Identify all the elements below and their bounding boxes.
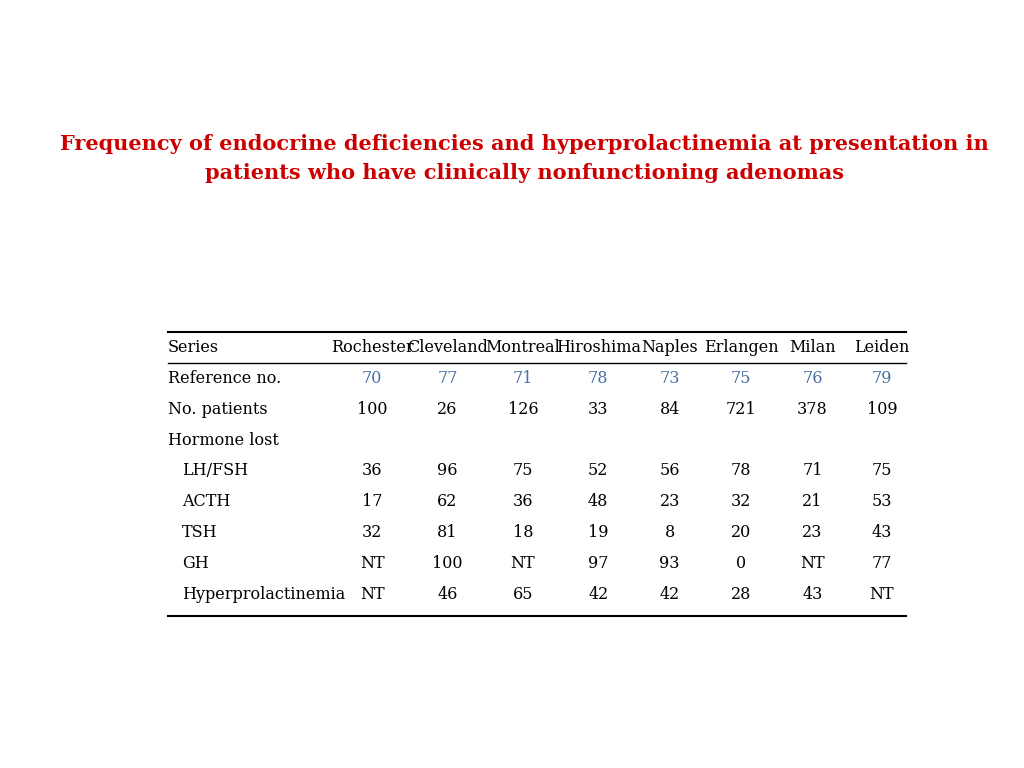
Text: 77: 77: [437, 370, 458, 387]
Text: 378: 378: [797, 401, 827, 418]
Text: 26: 26: [437, 401, 458, 418]
Text: Hyperprolactinemia: Hyperprolactinemia: [182, 586, 345, 603]
Text: NT: NT: [869, 586, 894, 603]
Text: 78: 78: [731, 462, 752, 479]
Text: 46: 46: [437, 586, 458, 603]
Text: 36: 36: [361, 462, 382, 479]
Text: 75: 75: [871, 462, 892, 479]
Text: 75: 75: [513, 462, 534, 479]
Text: 21: 21: [802, 493, 822, 511]
Text: 23: 23: [802, 525, 822, 541]
Text: Rochester: Rochester: [331, 339, 414, 356]
Text: 36: 36: [513, 493, 534, 511]
Text: 23: 23: [659, 493, 680, 511]
Text: 53: 53: [871, 493, 892, 511]
Text: 100: 100: [356, 401, 387, 418]
Text: 20: 20: [731, 525, 752, 541]
Text: 126: 126: [508, 401, 539, 418]
Text: Cleveland: Cleveland: [407, 339, 487, 356]
Text: 32: 32: [731, 493, 752, 511]
Text: 62: 62: [437, 493, 458, 511]
Text: Leiden: Leiden: [854, 339, 909, 356]
Text: Naples: Naples: [641, 339, 698, 356]
Text: Reference no.: Reference no.: [168, 370, 281, 387]
Text: 109: 109: [866, 401, 897, 418]
Text: 56: 56: [659, 462, 680, 479]
Text: 65: 65: [513, 586, 534, 603]
Text: 77: 77: [871, 555, 892, 572]
Text: 73: 73: [659, 370, 680, 387]
Text: 70: 70: [361, 370, 382, 387]
Text: 78: 78: [588, 370, 608, 387]
Text: 96: 96: [437, 462, 458, 479]
Text: Erlangen: Erlangen: [703, 339, 778, 356]
Text: 75: 75: [731, 370, 752, 387]
Text: 76: 76: [802, 370, 822, 387]
Text: Hiroshima: Hiroshima: [556, 339, 641, 356]
Text: 97: 97: [588, 555, 608, 572]
Text: 42: 42: [659, 586, 680, 603]
Text: No. patients: No. patients: [168, 401, 267, 418]
Text: GH: GH: [182, 555, 209, 572]
Text: 48: 48: [588, 493, 608, 511]
Text: 18: 18: [513, 525, 534, 541]
Text: 93: 93: [659, 555, 680, 572]
Text: 32: 32: [361, 525, 382, 541]
Text: 0: 0: [736, 555, 746, 572]
Text: 43: 43: [802, 586, 822, 603]
Text: 721: 721: [726, 401, 757, 418]
Text: Montreal: Montreal: [485, 339, 560, 356]
Text: TSH: TSH: [182, 525, 217, 541]
Text: NT: NT: [800, 555, 824, 572]
Text: 33: 33: [588, 401, 608, 418]
Text: 100: 100: [432, 555, 463, 572]
Text: 81: 81: [437, 525, 458, 541]
Text: 19: 19: [588, 525, 608, 541]
Text: Hormone lost: Hormone lost: [168, 432, 279, 449]
Text: NT: NT: [359, 555, 384, 572]
Text: Frequency of endocrine deficiencies and hyperprolactinemia at presentation in
pa: Frequency of endocrine deficiencies and …: [60, 134, 989, 183]
Text: 17: 17: [361, 493, 382, 511]
Text: Series: Series: [168, 339, 219, 356]
Text: NT: NT: [511, 555, 536, 572]
Text: 71: 71: [513, 370, 534, 387]
Text: Milan: Milan: [790, 339, 836, 356]
Text: 43: 43: [871, 525, 892, 541]
Text: 42: 42: [588, 586, 608, 603]
Text: 28: 28: [731, 586, 752, 603]
Text: 71: 71: [802, 462, 822, 479]
Text: NT: NT: [359, 586, 384, 603]
Text: LH/FSH: LH/FSH: [182, 462, 248, 479]
Text: ACTH: ACTH: [182, 493, 230, 511]
Text: 8: 8: [665, 525, 675, 541]
Text: 79: 79: [871, 370, 892, 387]
Text: 84: 84: [659, 401, 680, 418]
Text: 52: 52: [588, 462, 608, 479]
